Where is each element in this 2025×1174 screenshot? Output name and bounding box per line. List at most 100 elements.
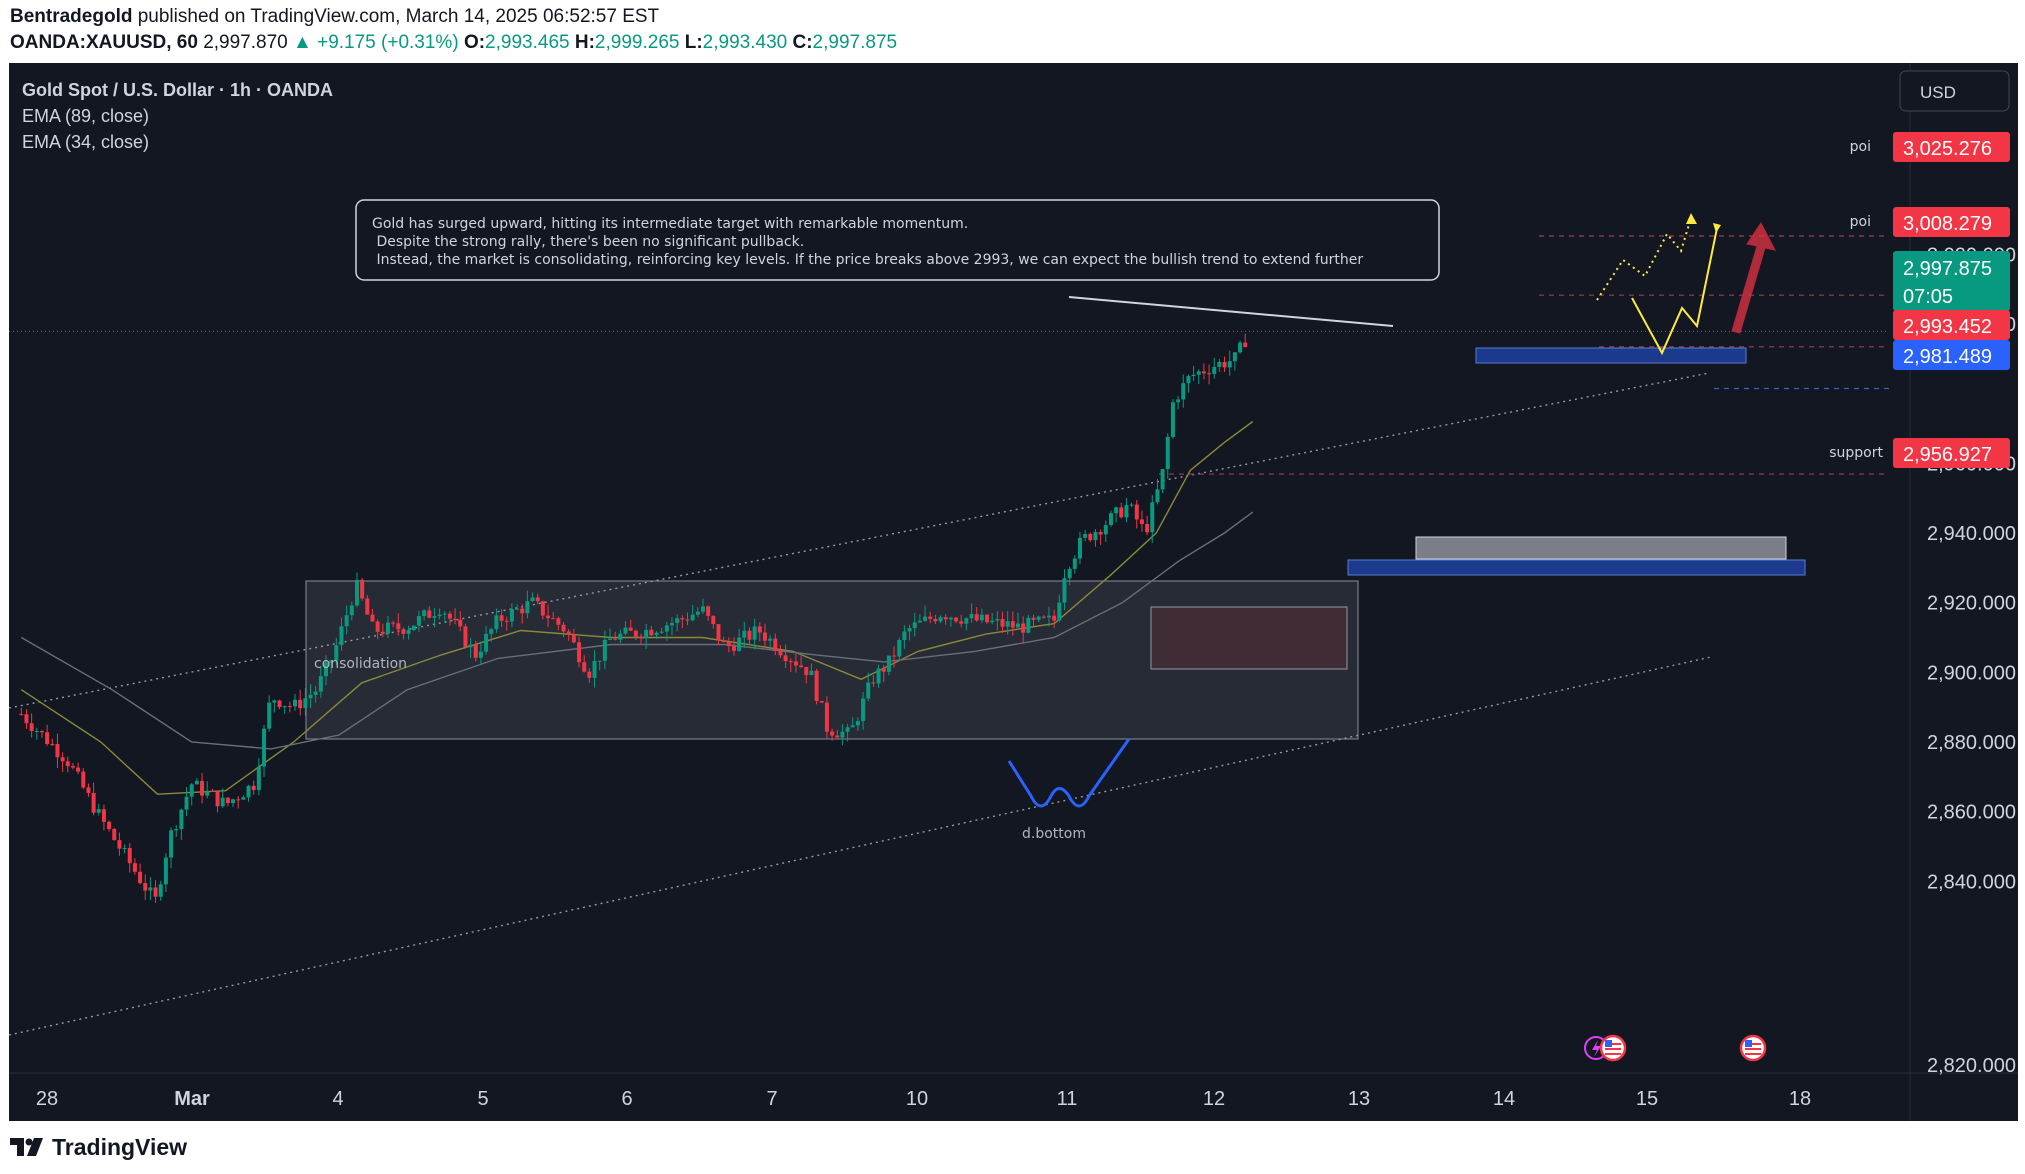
candle-body[interactable] (1150, 502, 1155, 533)
candle-body[interactable] (762, 632, 767, 641)
candle-body[interactable] (866, 682, 871, 699)
candle-body[interactable] (664, 625, 669, 632)
candle-body[interactable] (127, 848, 132, 864)
candle-body[interactable] (504, 620, 509, 622)
legend-title[interactable]: Gold Spot / U.S. Dollar · 1h · OANDA (22, 80, 333, 100)
candle-body[interactable] (494, 615, 499, 630)
candle-body[interactable] (34, 730, 39, 732)
candle-body[interactable] (917, 620, 922, 623)
candle-body[interactable] (509, 609, 514, 622)
candle-body[interactable] (907, 628, 912, 632)
analysis-callout[interactable]: Gold has surged upward, hitting its inte… (355, 199, 1440, 281)
candle-body[interactable] (1036, 616, 1041, 620)
candle-body[interactable] (1072, 558, 1077, 569)
candle-body[interactable] (1098, 532, 1103, 535)
candle-body[interactable] (711, 615, 716, 625)
candle-body[interactable] (354, 579, 359, 606)
candle-body[interactable] (1181, 383, 1186, 400)
candle-body[interactable] (1186, 376, 1191, 384)
candle-body[interactable] (401, 629, 406, 634)
candle-body[interactable] (194, 780, 199, 785)
candle-body[interactable] (804, 667, 809, 676)
candle-body[interactable] (582, 662, 587, 672)
candle-body[interactable] (427, 610, 432, 618)
candle-body[interactable] (897, 640, 902, 657)
candle-body[interactable] (184, 796, 189, 810)
candle-body[interactable] (96, 809, 101, 813)
candle-body[interactable] (349, 605, 354, 616)
candle-body[interactable] (824, 702, 829, 732)
candle-body[interactable] (380, 631, 385, 634)
candle-body[interactable] (313, 691, 318, 695)
candle-body[interactable] (463, 626, 468, 648)
candle-body[interactable] (731, 646, 736, 651)
candle-body[interactable] (318, 676, 323, 692)
candle-body[interactable] (819, 701, 824, 703)
candle-body[interactable] (45, 732, 50, 745)
candle-body[interactable] (520, 608, 525, 614)
candle-body[interactable] (783, 655, 788, 662)
candle-body[interactable] (86, 787, 91, 793)
candle-body[interactable] (721, 640, 726, 643)
candle-body[interactable] (680, 618, 685, 620)
candle-body[interactable] (1232, 352, 1237, 362)
candle-body[interactable] (1093, 532, 1098, 541)
candle-body[interactable] (1155, 489, 1160, 503)
candle-body[interactable] (1021, 623, 1026, 633)
candle-body[interactable] (215, 791, 220, 807)
candle-body[interactable] (1196, 371, 1201, 375)
candle-body[interactable] (1139, 519, 1144, 524)
event-icons[interactable] (1584, 1034, 1767, 1062)
candle-body[interactable] (1077, 537, 1082, 559)
candle-body[interactable] (406, 630, 411, 634)
candle-body[interactable] (200, 780, 205, 796)
candle-body[interactable] (1067, 568, 1072, 579)
candle-body[interactable] (323, 662, 328, 677)
tradingview-logo[interactable]: TradingView (10, 1132, 187, 1162)
candle-body[interactable] (876, 668, 881, 684)
demand-zone-blue-upper[interactable] (1475, 347, 1747, 364)
candle-body[interactable] (964, 618, 969, 624)
candle-body[interactable] (396, 623, 401, 630)
candle-body[interactable] (1046, 615, 1051, 618)
candle-body[interactable] (1207, 373, 1212, 375)
candle-body[interactable] (602, 639, 607, 661)
candle-body[interactable] (422, 610, 427, 617)
candle-body[interactable] (799, 665, 804, 668)
candle-body[interactable] (1222, 361, 1227, 368)
candle-body[interactable] (447, 613, 452, 619)
candle-body[interactable] (902, 631, 907, 641)
candle-body[interactable] (716, 624, 721, 641)
candle-body[interactable] (1057, 602, 1062, 621)
candle-body[interactable] (561, 624, 566, 632)
candle-body[interactable] (117, 840, 122, 849)
candle-body[interactable] (726, 642, 731, 647)
candle-body[interactable] (370, 614, 375, 622)
candle-body[interactable] (1243, 342, 1248, 348)
candle-body[interactable] (525, 601, 530, 614)
candle-body[interactable] (628, 627, 633, 631)
candle-body[interactable] (453, 618, 458, 620)
candle-body[interactable] (1217, 361, 1222, 367)
candle-body[interactable] (65, 761, 70, 767)
candle-body[interactable] (329, 660, 334, 663)
candle-body[interactable] (597, 660, 602, 662)
candle-body[interactable] (432, 616, 437, 618)
candle-body[interactable] (814, 670, 819, 702)
candle-body[interactable] (1134, 504, 1139, 520)
candle-body[interactable] (747, 630, 752, 640)
candle-body[interactable] (231, 799, 236, 804)
lower-channel-line[interactable] (9, 656, 1712, 1036)
candle-body[interactable] (840, 731, 845, 738)
bull-path-dotted[interactable] (1596, 217, 1692, 301)
candle-body[interactable] (122, 848, 127, 850)
candle-body[interactable] (365, 598, 370, 615)
ema-34-line[interactable] (20, 420, 1254, 795)
candle-body[interactable] (468, 644, 473, 648)
candle-body[interactable] (886, 655, 891, 672)
candle-body[interactable] (308, 694, 313, 699)
candle-body[interactable] (1005, 621, 1010, 627)
candle-body[interactable] (546, 615, 551, 619)
candle-body[interactable] (1062, 578, 1067, 603)
candle-body[interactable] (752, 626, 757, 640)
